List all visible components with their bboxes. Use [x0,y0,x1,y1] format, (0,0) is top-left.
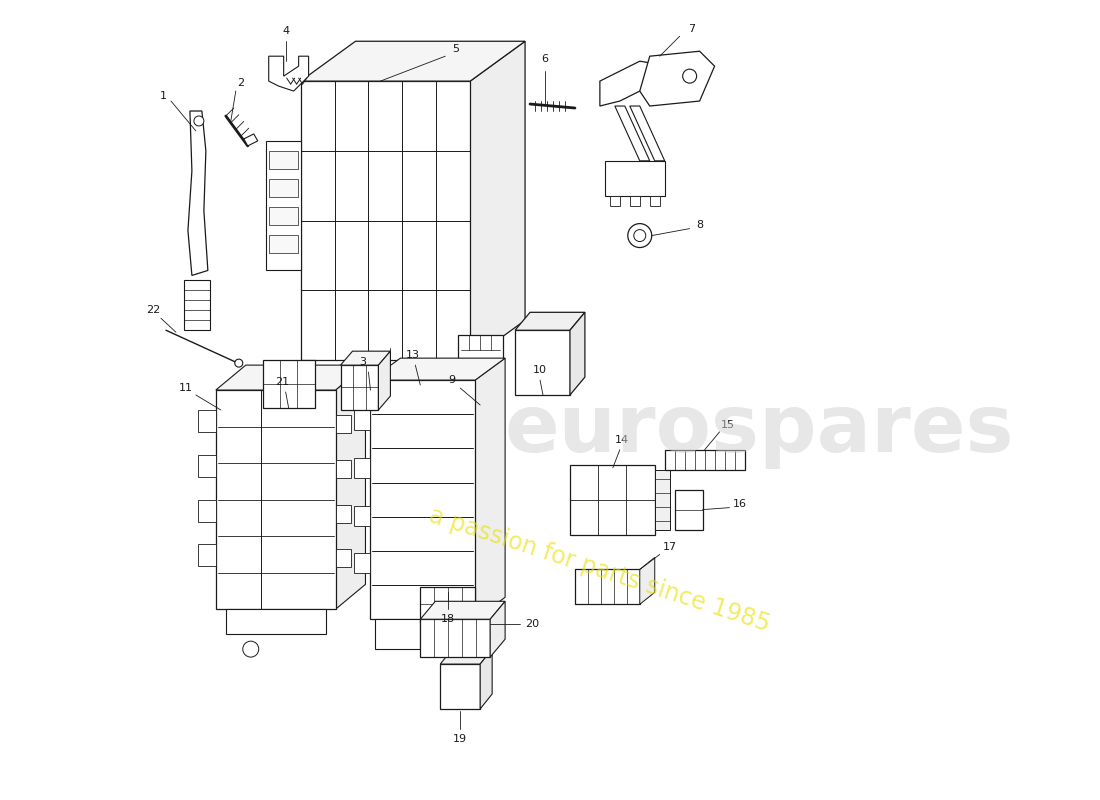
Circle shape [628,224,651,247]
Polygon shape [341,351,390,365]
Polygon shape [184,281,210,330]
Polygon shape [609,196,619,206]
Polygon shape [475,358,505,619]
Polygon shape [470,42,525,360]
Text: 17: 17 [662,542,676,553]
Text: 16: 16 [733,498,747,509]
Text: 15: 15 [720,420,735,430]
Text: 1: 1 [160,91,166,101]
Polygon shape [481,649,492,709]
Text: 22: 22 [146,306,161,315]
Polygon shape [268,206,298,225]
Polygon shape [491,602,505,657]
Text: 9: 9 [449,375,455,385]
Polygon shape [420,619,491,657]
Polygon shape [640,558,654,604]
Polygon shape [420,587,475,622]
Polygon shape [300,81,470,360]
Text: 20: 20 [525,619,539,630]
Polygon shape [640,51,715,106]
Polygon shape [216,390,336,610]
Polygon shape [336,550,351,567]
Text: 4: 4 [282,26,289,36]
Polygon shape [371,358,505,380]
Polygon shape [354,506,371,526]
Polygon shape [198,545,216,566]
Polygon shape [198,455,216,477]
Text: 14: 14 [615,435,629,445]
Text: 18: 18 [441,614,455,624]
Polygon shape [664,450,745,470]
Polygon shape [371,380,475,619]
Text: 21: 21 [276,377,289,387]
Text: a passion for parts since 1985: a passion for parts since 1985 [427,503,773,636]
Polygon shape [336,460,351,478]
Polygon shape [630,196,640,206]
Circle shape [634,230,646,242]
Circle shape [683,69,696,83]
Polygon shape [266,141,300,270]
Polygon shape [600,61,684,106]
Polygon shape [354,410,371,430]
Text: eurospares: eurospares [505,391,1014,469]
Polygon shape [605,161,664,196]
Polygon shape [515,312,585,330]
Text: 6: 6 [541,54,549,64]
Polygon shape [459,335,503,395]
Polygon shape [336,365,365,610]
Polygon shape [373,395,420,440]
Polygon shape [674,490,703,530]
Text: 11: 11 [179,383,192,393]
Circle shape [194,116,204,126]
Polygon shape [263,360,315,408]
Polygon shape [198,410,216,432]
Text: 10: 10 [534,365,547,375]
Text: 7: 7 [689,24,695,34]
Polygon shape [440,649,492,664]
Polygon shape [515,330,570,395]
Polygon shape [268,56,309,91]
Polygon shape [570,465,654,534]
Polygon shape [650,196,660,206]
Polygon shape [575,570,640,604]
Polygon shape [188,111,208,275]
Polygon shape [268,234,298,253]
Polygon shape [198,500,216,522]
Polygon shape [426,619,470,644]
Polygon shape [420,602,505,619]
Polygon shape [341,365,378,410]
Polygon shape [268,178,298,197]
Text: 13: 13 [405,350,419,360]
Text: 3: 3 [359,357,366,367]
Polygon shape [216,365,365,390]
Text: 5: 5 [452,44,459,54]
Polygon shape [354,554,371,574]
Text: 2: 2 [238,78,244,88]
Circle shape [234,359,243,367]
Polygon shape [654,470,670,530]
Text: 19: 19 [453,734,468,744]
Polygon shape [268,151,298,169]
Polygon shape [336,415,351,433]
Polygon shape [630,106,664,161]
Polygon shape [570,312,585,395]
Polygon shape [354,458,371,478]
Polygon shape [440,664,481,709]
Polygon shape [378,351,390,410]
Circle shape [243,641,258,657]
Text: 8: 8 [696,220,703,230]
Polygon shape [375,619,420,649]
Polygon shape [226,610,326,634]
Polygon shape [244,134,257,146]
Polygon shape [221,490,255,545]
Polygon shape [300,42,525,81]
Polygon shape [615,106,650,161]
Polygon shape [336,505,351,522]
